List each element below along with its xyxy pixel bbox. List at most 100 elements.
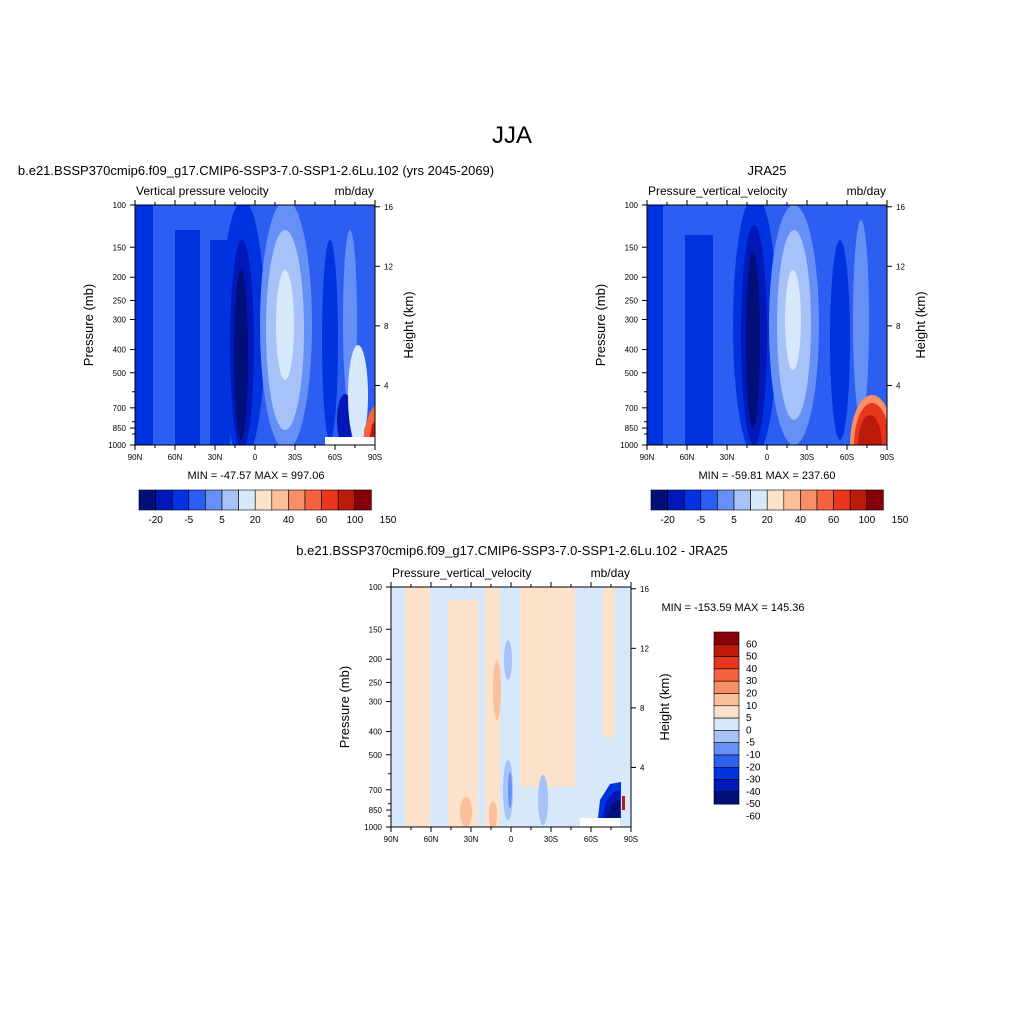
colorbar-swatch — [713, 717, 740, 731]
y-tick-label: 250 — [113, 297, 127, 306]
x-tick-label: 30S — [288, 453, 302, 462]
stats-label: MIN = -59.81 MAX = 237.60 — [699, 470, 836, 482]
x-tick-label: 90S — [880, 453, 894, 462]
colorbar-label: 20 — [762, 515, 774, 526]
y-tick-label: 100 — [369, 583, 383, 592]
field-missing — [580, 818, 620, 827]
y-tick-label: 850 — [369, 806, 383, 815]
field-positive — [489, 801, 497, 827]
colorbar-label: -5 — [184, 515, 193, 526]
colorbar-label: -40 — [746, 787, 761, 798]
colorbar-label: 50 — [746, 652, 758, 663]
colorbar-swatch — [750, 489, 768, 511]
y-tick-label: 200 — [625, 273, 639, 282]
y2-tick-label: 8 — [640, 704, 645, 713]
plot-area — [391, 587, 631, 827]
field-negative — [538, 775, 548, 825]
colorbar-label: 100 — [346, 515, 363, 526]
field-band — [135, 205, 153, 445]
colorbar-swatch — [713, 705, 740, 719]
y-tick-label: 300 — [369, 698, 383, 707]
y2-tick-label: 4 — [384, 381, 389, 390]
y2-tick-label: 12 — [384, 262, 393, 271]
colorbar-swatch — [713, 668, 740, 682]
y-tick-label: 700 — [369, 786, 383, 795]
colorbar-swatch — [205, 489, 223, 511]
colorbar-swatch — [354, 489, 372, 511]
colorbar-label: -20 — [660, 515, 675, 526]
x-tick-label: 30S — [800, 453, 814, 462]
field-missing — [325, 437, 375, 445]
colorbar-swatch — [713, 779, 740, 793]
colorbar-swatch — [188, 489, 206, 511]
x-tick-label: 60S — [328, 453, 342, 462]
y-tick-label: 250 — [369, 679, 383, 688]
colorbar-swatch — [238, 489, 256, 511]
x-tick-label: 90S — [368, 453, 382, 462]
colorbar-label: 60 — [746, 639, 758, 650]
y-tick-label: 150 — [625, 243, 639, 252]
y2-axis-label: Height (km) — [401, 291, 416, 358]
colorbar-label: 5 — [219, 515, 225, 526]
colorbar-swatch — [700, 489, 718, 511]
left-label: Pressure_vertical_velocity — [648, 184, 787, 198]
colorbar-label: 40 — [746, 664, 758, 675]
colorbar-swatch — [713, 730, 740, 744]
colorbar-swatch — [713, 643, 740, 657]
field-band — [485, 587, 500, 827]
colorbar-label: 0 — [746, 725, 752, 736]
colorbar-swatch — [221, 489, 239, 511]
colorbar-swatch — [713, 693, 740, 707]
colorbar-label: 30 — [746, 676, 758, 687]
y-tick-label: 150 — [113, 243, 127, 252]
colorbar-label: 60 — [828, 515, 840, 526]
colorbar-swatch — [713, 656, 740, 670]
y-tick-label: 250 — [625, 297, 639, 306]
x-tick-label: 60N — [680, 453, 695, 462]
y2-tick-label: 16 — [384, 203, 393, 212]
colorbar-swatch — [171, 489, 190, 511]
field-strong-descent — [858, 415, 882, 445]
x-tick-label: 30N — [720, 453, 735, 462]
y-tick-label: 300 — [113, 316, 127, 325]
panel-title: JRA25 — [747, 163, 786, 178]
y2-tick-label: 4 — [896, 381, 901, 390]
field-band — [405, 587, 430, 827]
colorbar-swatch — [833, 489, 851, 511]
panel-title: b.e21.BSSP370cmip6.f09_g17.CMIP6-SSP3-7.… — [18, 163, 494, 178]
colorbar-swatch — [667, 489, 685, 511]
colorbar-label: 5 — [746, 713, 752, 724]
field-band — [830, 240, 850, 440]
colorbar-label: -20 — [746, 762, 761, 773]
colorbar-swatch — [337, 489, 356, 511]
field-descent — [348, 345, 368, 445]
colorbar-swatch — [650, 489, 668, 511]
stats-label: MIN = -153.59 MAX = 145.36 — [661, 602, 804, 614]
y2-tick-label: 16 — [896, 203, 905, 212]
y-axis-label: Pressure (mb) — [593, 284, 608, 366]
field-band — [853, 220, 869, 420]
y-axis-label: Pressure (mb) — [337, 666, 352, 748]
x-tick-label: 60N — [424, 835, 439, 844]
axes: 100 150 200 250 300 400 500 700 850 1000 16 12 8 4 90N… — [337, 582, 672, 844]
field-band — [647, 205, 663, 445]
colorbar-swatch — [321, 489, 339, 511]
colorbar-swatch — [254, 489, 273, 511]
colorbar-swatch — [713, 631, 740, 645]
y2-tick-label: 8 — [896, 322, 901, 331]
colorbar-label: -60 — [746, 812, 761, 823]
colorbar-swatch — [683, 489, 702, 511]
colorbar: -20 -5 5 20 40 60 100 150 — [650, 489, 909, 526]
colorbar-swatch — [713, 791, 740, 805]
field-positive — [460, 797, 472, 827]
colorbar-label: 20 — [746, 689, 758, 700]
y2-tick-label: 8 — [384, 322, 389, 331]
colorbar-swatch — [713, 680, 740, 694]
y-tick-label: 500 — [625, 369, 639, 378]
colorbar-label: -10 — [746, 750, 761, 761]
x-tick-label: 30N — [464, 835, 479, 844]
y-tick-label: 850 — [113, 424, 127, 433]
colorbar-swatch — [713, 754, 740, 768]
y-tick-label: 300 — [625, 316, 639, 325]
plot-area — [135, 205, 375, 445]
